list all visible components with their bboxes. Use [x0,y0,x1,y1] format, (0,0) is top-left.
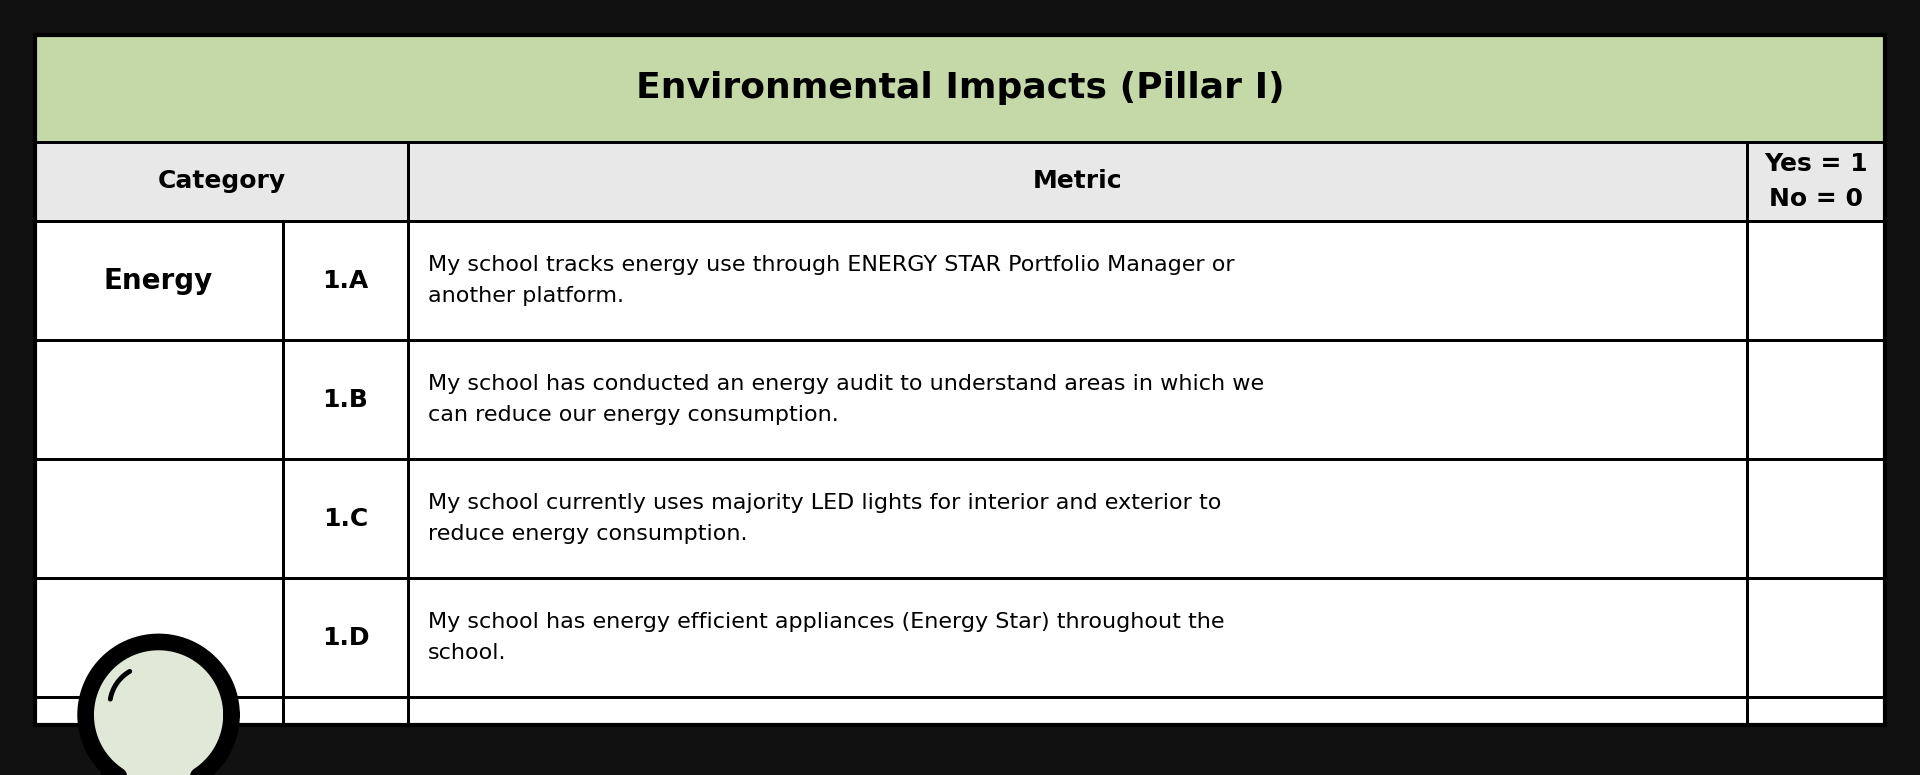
Bar [282,221,409,340]
Bar [409,459,1747,578]
Bar [35,35,1885,142]
Bar [282,697,409,725]
Bar [35,459,282,578]
Bar [1747,142,1885,221]
Text: My school tracks energy use through ENERGY STAR Portfolio Manager or
another pla: My school tracks energy use through ENER… [428,256,1235,306]
Bar [409,578,1747,697]
Bar [1747,142,1885,221]
Text: Environmental Impacts (Pillar I): Environmental Impacts (Pillar I) [636,71,1284,105]
Bar [35,697,282,725]
Text: 1.A: 1.A [323,269,369,293]
Bar [282,578,409,697]
Bar [409,697,1747,725]
Bar [282,221,409,340]
Bar [282,459,409,578]
Text: Energy: Energy [104,267,213,294]
Text: 1.C: 1.C [323,507,369,531]
Bar [409,340,1747,459]
Bar [282,340,409,459]
Bar [35,578,282,697]
Text: My school has energy efficient appliances (Energy Star) throughout the
school.: My school has energy efficient appliance… [428,612,1225,663]
Bar [1747,578,1885,697]
Bar [35,340,282,459]
Bar [282,578,409,697]
Bar [35,340,282,459]
Text: Yes = 1
No = 0: Yes = 1 No = 0 [1764,152,1868,211]
Bar [35,221,282,340]
Polygon shape [86,642,232,775]
Bar [282,697,409,725]
Bar [35,221,282,340]
Bar [1747,221,1885,340]
Bar [1747,697,1885,725]
Bar [409,578,1747,697]
Bar [35,35,1885,725]
Bar [35,142,409,221]
Bar [282,340,409,459]
Bar [282,459,409,578]
Text: 1.D: 1.D [323,625,369,649]
Bar [409,459,1747,578]
Bar [1747,697,1885,725]
Bar [35,697,282,725]
Bar [409,221,1747,340]
Bar [35,578,282,697]
Bar [1747,221,1885,340]
Bar [35,142,409,221]
Bar [409,221,1747,340]
Text: My school currently uses majority LED lights for interior and exterior to
reduce: My school currently uses majority LED li… [428,494,1221,544]
Bar [409,697,1747,725]
Bar [1747,459,1885,578]
Text: Metric: Metric [1033,170,1123,194]
Text: 1.B: 1.B [323,388,369,412]
Bar [409,142,1747,221]
Text: My school has conducted an energy audit to understand areas in which we
can redu: My school has conducted an energy audit … [428,374,1263,425]
Bar [1747,459,1885,578]
Bar [1747,340,1885,459]
Text: Category: Category [157,170,286,194]
Bar [1747,578,1885,697]
Bar [35,35,1885,142]
Bar [1747,340,1885,459]
Bar [35,459,282,578]
Bar [409,340,1747,459]
Bar [409,142,1747,221]
